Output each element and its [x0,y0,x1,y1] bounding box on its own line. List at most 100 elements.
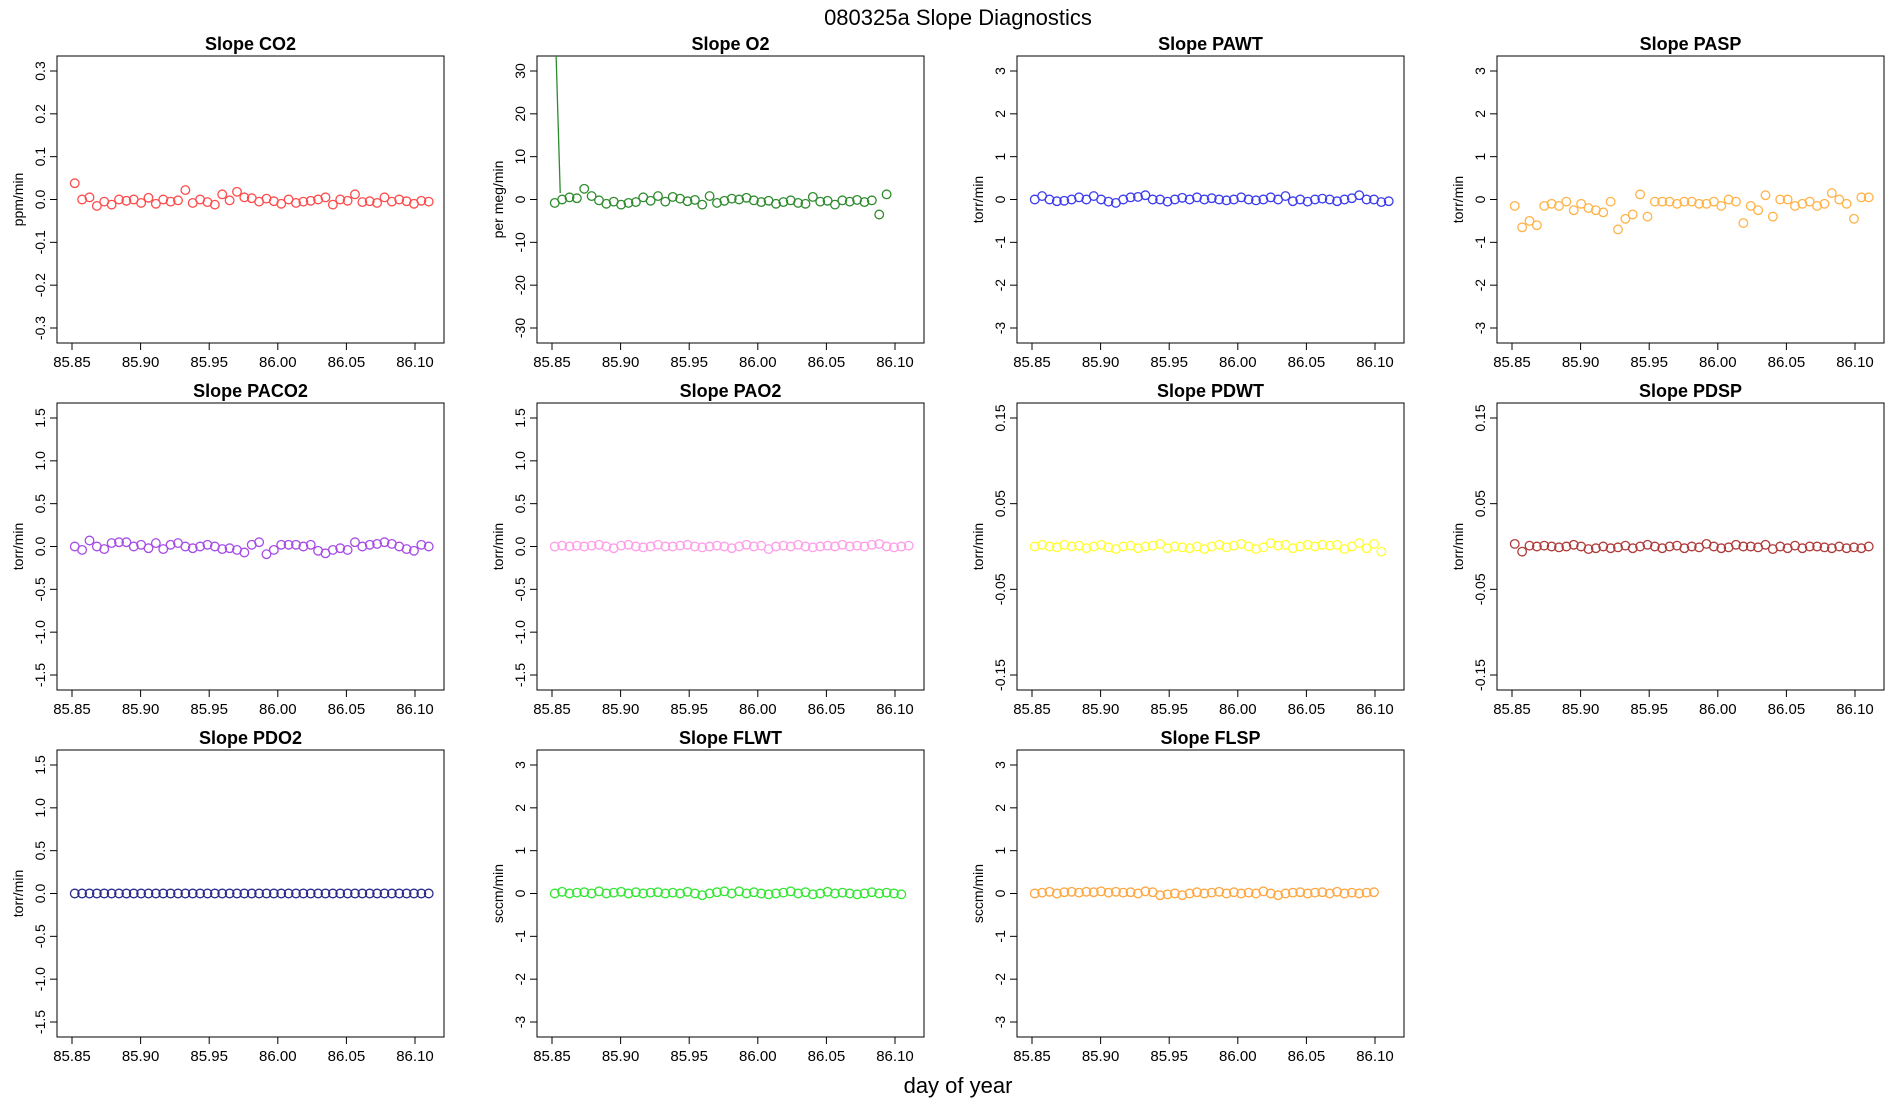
data-point [1812,541,1823,552]
data-point [785,541,796,552]
data-point [726,543,737,554]
data-point [283,539,294,550]
y-tick-label: -3 [1472,322,1488,335]
data-point [1192,887,1202,898]
x-tick-label: 85.95 [1150,701,1188,718]
data-point [1554,542,1564,553]
data-point [217,189,228,200]
panel-slope-paco2: Slope PACO2 -1.5 -1.0 -0.5 0.0 0.5 1.0 1.5 torr/… [10,381,445,718]
data-point [1672,198,1682,209]
data-point [1590,543,1601,554]
data-point [719,541,730,552]
data-point [1125,192,1136,203]
data-point [1140,190,1151,201]
x-tick-label: 85.90 [122,1048,160,1065]
data-point [1775,194,1786,205]
data-point [386,888,397,899]
panel-slope-pao2: Slope PAO2 -1.5 -1.0 -0.5 0.0 0.5 1.0 1.5 torr/m… [490,381,925,718]
data-point [187,543,198,554]
data-point [704,888,715,899]
data-point [1236,192,1247,203]
data-point [261,888,272,899]
data-point [1826,543,1837,554]
data-point [202,539,213,550]
data-point [232,186,242,197]
x-tick-label: 86.10 [876,1048,914,1065]
data-point [866,539,877,550]
data-point [1081,543,1092,554]
data-point [121,537,132,548]
data-point [1583,203,1594,214]
x-tick-label: 86.05 [328,1048,366,1065]
data-point [1723,194,1734,205]
data-point [136,197,147,208]
data-point [653,887,663,898]
data-point [616,199,627,210]
y-axis-label: torr/min [1450,523,1466,570]
data-point [586,191,597,202]
data-point [1199,194,1210,205]
x-tick-label: 86.10 [1356,701,1394,718]
x-tick-label: 85.85 [1493,354,1531,371]
data-point [1103,542,1114,553]
x-tick-label: 86.05 [808,354,846,371]
data-point [630,197,641,208]
y-tick-label: -0.5 [32,577,48,601]
y-tick-label: 0.0 [512,537,528,557]
data-point [1273,890,1284,901]
data-point [350,888,360,899]
data-point [372,197,383,208]
data-point [379,537,390,548]
data-point [1228,887,1239,898]
data-point [173,195,183,206]
data-point [106,888,117,899]
data-point [1590,205,1601,216]
data-point [1657,543,1668,554]
y-tick-label: 1 [1472,153,1488,161]
data-point [889,888,899,899]
data-point [756,888,767,899]
data-point [77,888,88,899]
figure-title: 080325a Slope Diagnostics [824,5,1092,30]
data-point [1118,887,1129,898]
data-point [136,888,147,899]
data-point [276,198,287,209]
data-point [1066,886,1077,897]
x-tick-label: 86.10 [1356,354,1394,371]
data-point [1679,543,1690,554]
data-point [1716,543,1727,554]
data-point [667,191,678,202]
data-point [734,886,745,897]
data-point [1708,196,1719,207]
x-tick-label: 86.10 [396,354,434,371]
data-point [800,198,811,209]
y-tick-label: -20 [512,275,528,295]
data-point [394,888,405,899]
data-point [1753,205,1764,216]
data-point [645,541,656,552]
data-point [1096,194,1107,205]
data-point [1192,192,1202,203]
y-tick-label: -1.0 [512,620,528,644]
data-point [623,888,634,899]
y-axis-label: ppm/min [10,173,26,227]
data-point [830,199,840,210]
panel-title: Slope PACO2 [193,381,308,401]
data-point [1635,541,1646,552]
x-tick-label: 85.95 [670,1048,708,1065]
y-tick-label: -0.15 [1472,659,1488,691]
data-point [675,540,686,551]
data-point [1133,543,1143,554]
data-point [1546,198,1557,209]
data-point [1649,541,1660,552]
data-point [822,886,833,897]
x-tick-label: 85.90 [1082,354,1120,371]
x-tick-label: 85.85 [53,354,91,371]
data-point [1074,887,1084,898]
data-point [128,888,139,899]
x-tick-label: 85.95 [670,701,708,718]
data-point [1804,196,1815,207]
data-point [1258,194,1269,205]
data-point [1103,887,1114,898]
